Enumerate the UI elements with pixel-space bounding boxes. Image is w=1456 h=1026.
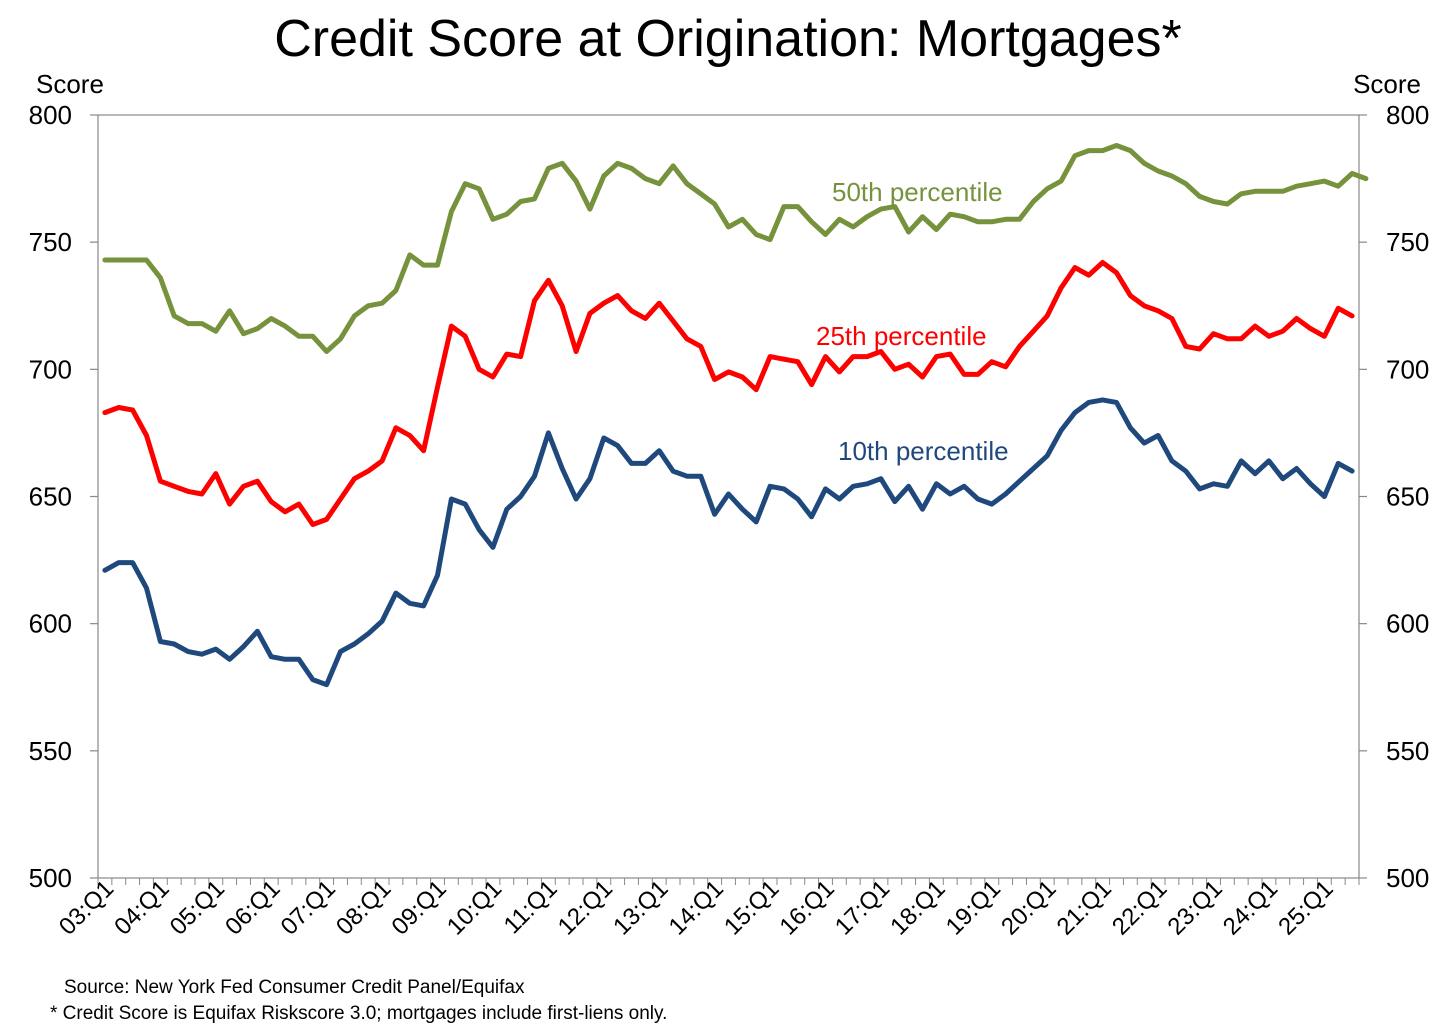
x-tick-label: 09:Q1 <box>386 875 451 940</box>
x-tick-label: 10:Q1 <box>442 875 507 940</box>
x-tick-label: 08:Q1 <box>331 875 396 940</box>
y-axis-left: 500 550 600 650 700 750 800 <box>29 100 98 893</box>
x-tick-label: 14:Q1 <box>664 875 729 940</box>
series-line-50th <box>102 143 1369 354</box>
chart-title: Credit Score at Origination: Mortgages* <box>274 10 1182 68</box>
series-lines <box>102 143 1369 688</box>
y-axis-label-left: Score <box>36 69 104 99</box>
x-tick-label: 05:Q1 <box>165 875 230 940</box>
x-tick-label: 18:Q1 <box>885 875 950 940</box>
y-tick-label-right: 600 <box>1386 609 1429 639</box>
x-tick-label: 16:Q1 <box>774 875 839 940</box>
series-label-25th: 25th percentile <box>816 321 987 351</box>
x-tick-label: 22:Q1 <box>1107 875 1172 940</box>
y-tick-label-right: 750 <box>1386 227 1429 257</box>
y-tick-label-right: 700 <box>1386 354 1429 384</box>
x-tick-label: 15:Q1 <box>719 875 784 940</box>
x-tick-label: 24:Q1 <box>1218 875 1283 940</box>
y-tick-label-left: 500 <box>29 863 72 893</box>
x-tick-label: 12:Q1 <box>553 875 618 940</box>
x-tick-label: 04:Q1 <box>109 875 174 940</box>
y-tick-label-right: 650 <box>1386 482 1429 512</box>
x-tick-label: 07:Q1 <box>276 875 341 940</box>
y-tick-label-right: 550 <box>1386 736 1429 766</box>
series-line-25th <box>102 260 1355 527</box>
x-tick-label: 23:Q1 <box>1162 875 1227 940</box>
y-tick-label-left: 700 <box>29 354 72 384</box>
x-tick-label: 19:Q1 <box>941 875 1006 940</box>
x-tick-label: 21:Q1 <box>1052 875 1117 940</box>
x-tick-label: 11:Q1 <box>499 875 563 939</box>
y-axis-right: 500 550 600 650 700 750 800 <box>1359 100 1429 893</box>
y-tick-label-left: 600 <box>29 609 72 639</box>
x-tick-label: 25:Q1 <box>1273 875 1338 940</box>
y-tick-label-right: 500 <box>1386 863 1429 893</box>
x-tick-label: 17:Q1 <box>830 875 895 940</box>
y-tick-label-left: 750 <box>29 227 72 257</box>
x-tick-label: 06:Q1 <box>220 875 285 940</box>
source-note: Source: New York Fed Consumer Credit Pan… <box>64 977 525 998</box>
x-axis: 03:Q104:Q105:Q106:Q107:Q108:Q109:Q110:Q1… <box>54 875 1360 940</box>
series-line-10th <box>102 397 1355 688</box>
y-tick-label-right: 800 <box>1386 100 1429 130</box>
series-label-50th: 50th percentile <box>832 177 1003 207</box>
y-tick-label-left: 800 <box>29 100 72 130</box>
footnote: * Credit Score is Equifax Riskscore 3.0;… <box>50 1003 667 1024</box>
x-tick-label: 13:Q1 <box>608 875 673 940</box>
y-axis-label-right: Score <box>1353 69 1421 99</box>
y-tick-label-left: 650 <box>29 482 72 512</box>
series-label-10th: 10th percentile <box>838 436 1009 466</box>
x-tick-label: 20:Q1 <box>996 875 1061 940</box>
y-tick-label-left: 550 <box>29 736 72 766</box>
